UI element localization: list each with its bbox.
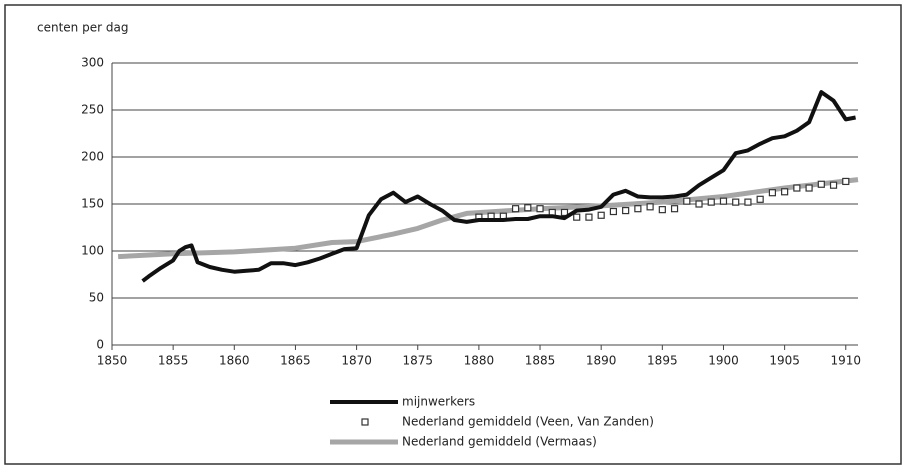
marker <box>609 207 618 216</box>
legend-marker <box>361 418 369 426</box>
marker <box>670 205 679 213</box>
marker <box>622 206 630 215</box>
x-tick-label: 1890 <box>586 354 617 368</box>
marker <box>585 213 593 221</box>
marker <box>658 206 666 214</box>
x-tick-label: 1875 <box>402 354 433 368</box>
marker <box>524 204 532 212</box>
y-tick-label: 150 <box>81 197 104 211</box>
marker <box>805 184 813 192</box>
y-tick-label: 300 <box>81 56 104 70</box>
marker <box>634 205 642 213</box>
x-tick-label: 1905 <box>769 354 800 368</box>
marker <box>781 188 789 196</box>
marker <box>511 205 520 213</box>
y-axis-label: centen per dag <box>37 21 128 35</box>
y-tick-label: 250 <box>81 103 104 117</box>
x-tick-label: 1870 <box>341 354 372 368</box>
marker <box>695 200 703 208</box>
marker <box>536 205 544 213</box>
y-tick-label: 50 <box>89 291 104 305</box>
x-tick-label: 1910 <box>830 354 861 368</box>
marker <box>756 195 764 203</box>
marker <box>842 177 850 186</box>
series-line <box>117 177 859 260</box>
y-tick-label: 200 <box>81 150 104 164</box>
marker <box>597 211 605 219</box>
marker <box>707 198 715 206</box>
x-tick-label: 1850 <box>97 354 128 368</box>
x-tick-label: 1895 <box>647 354 678 368</box>
marker <box>768 189 776 197</box>
marker <box>817 180 825 188</box>
frame <box>4 4 902 465</box>
marker <box>732 198 740 206</box>
marker <box>793 184 801 192</box>
marker <box>683 197 691 205</box>
legend-label: Nederland gemiddeld (Veen, Van Zanden) <box>402 415 654 429</box>
marker <box>719 197 728 205</box>
marker <box>829 181 838 189</box>
x-tick-label: 1885 <box>525 354 556 368</box>
y-tick-label: 100 <box>81 244 104 258</box>
marker <box>646 203 654 211</box>
series-line <box>141 90 856 283</box>
x-tick-label: 1880 <box>464 354 495 368</box>
x-tick-label: 1860 <box>219 354 250 368</box>
legend-label: mijnwerkers <box>402 395 475 409</box>
marker <box>560 208 569 217</box>
x-tick-label: 1900 <box>708 354 739 368</box>
y-tick-label: 0 <box>96 338 104 352</box>
x-tick-label: 1865 <box>280 354 311 368</box>
x-tick-label: 1855 <box>158 354 189 368</box>
marker <box>744 198 752 206</box>
legend-label: Nederland gemiddeld (Vermaas) <box>402 435 597 449</box>
marker <box>573 213 581 221</box>
